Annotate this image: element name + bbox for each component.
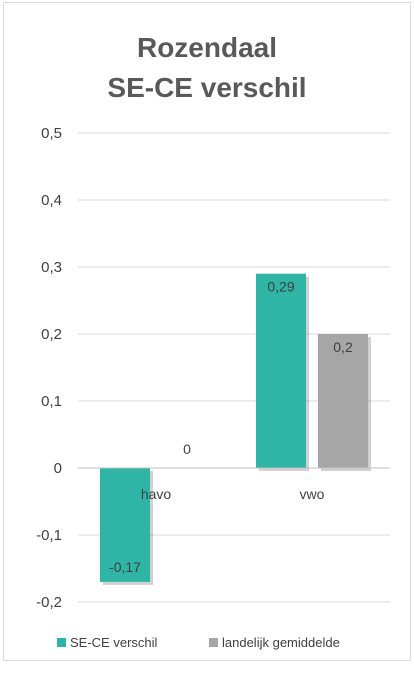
legend-label-landelijk-gemiddelde: landelijk gemiddelde [222,635,340,650]
bar-se-ce-verschil-havo [100,468,150,582]
data-label: 0,2 [333,339,353,355]
chart-title-line-1: Rozendaal [137,32,277,63]
y-tick-label: -0,1 [36,527,62,544]
x-tick-label-havo: havo [141,486,172,502]
gridlines [78,132,390,603]
x-tick-label-vwo: vwo [300,486,325,502]
axes: 0,5 0,4 0,3 0,2 0,1 0 -0,1 -0,2 havo vwo [36,125,390,611]
y-tick-label: 0,2 [41,326,62,343]
data-labels: -0,17 0 0,29 0,2 [109,279,353,575]
y-tick-label: 0,3 [41,259,62,276]
y-tick-label: 0,5 [41,125,62,142]
data-label: 0 [183,441,191,457]
bars [100,273,371,585]
bar-se-ce-verschil-vwo [256,273,306,468]
legend-label-se-ce-verschil: SE-CE verschil [70,635,158,650]
legend: SE-CE verschil landelijk gemiddelde [57,635,340,650]
legend-swatch-se-ce-verschil [57,638,66,647]
bar-landelijk-gemiddelde-vwo [318,334,368,468]
chart-frame [3,2,411,661]
chart-title-line-2: SE-CE verschil [107,72,306,103]
data-label: -0,17 [109,559,141,575]
y-tick-label: 0 [54,460,62,477]
y-tick-label: 0,4 [41,192,62,209]
y-tick-label: -0,2 [36,594,62,611]
data-label: 0,29 [267,279,294,295]
y-tick-label: 0,1 [41,393,62,410]
legend-swatch-landelijk-gemiddelde [209,638,218,647]
